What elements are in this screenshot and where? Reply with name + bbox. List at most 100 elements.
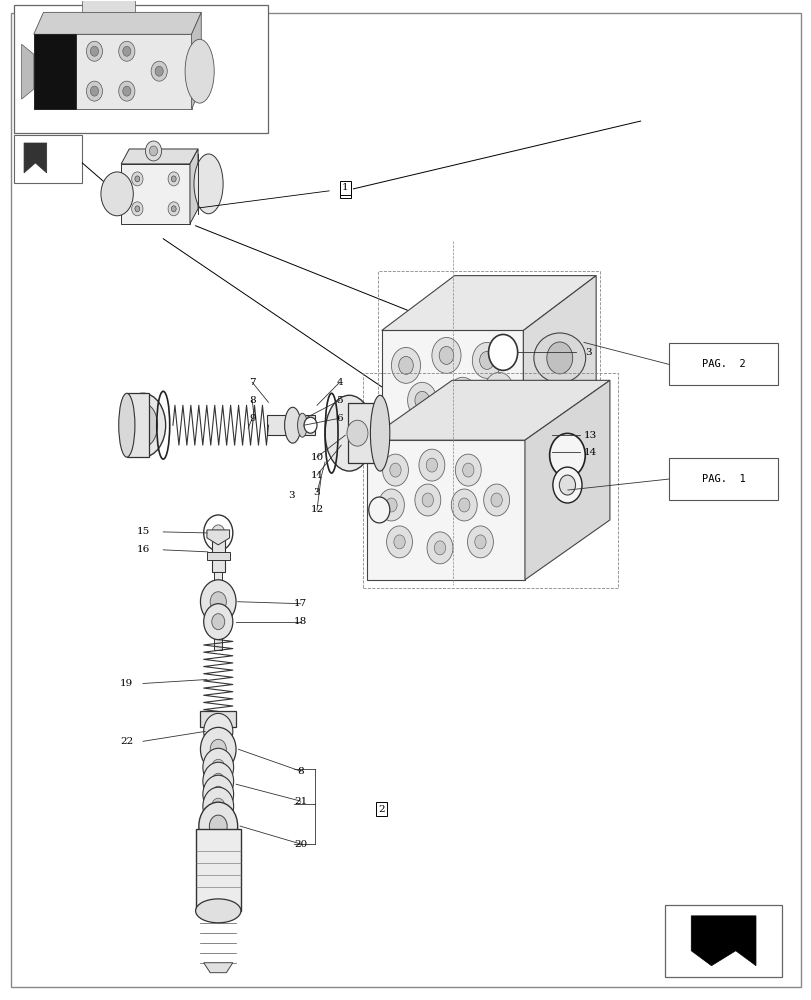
Text: PAG.  2: PAG. 2 — [701, 359, 744, 369]
Circle shape — [488, 334, 517, 370]
Text: 15: 15 — [136, 527, 149, 536]
Text: 11: 11 — [310, 471, 324, 480]
Polygon shape — [367, 440, 524, 580]
Circle shape — [210, 592, 226, 612]
Bar — [207, 552, 230, 560]
Circle shape — [135, 206, 139, 212]
Circle shape — [546, 342, 572, 374]
Circle shape — [204, 713, 233, 749]
Circle shape — [455, 386, 470, 404]
Text: 3: 3 — [287, 491, 294, 500]
Bar — [668, 458, 777, 500]
Polygon shape — [34, 34, 75, 109]
Circle shape — [203, 787, 234, 825]
Circle shape — [451, 489, 477, 521]
Circle shape — [118, 41, 135, 61]
Bar — [214, 572, 222, 650]
Circle shape — [455, 454, 481, 486]
Circle shape — [462, 463, 474, 477]
Circle shape — [145, 141, 161, 161]
Text: 8: 8 — [249, 396, 255, 405]
Circle shape — [212, 614, 225, 630]
Circle shape — [212, 759, 225, 775]
Circle shape — [382, 454, 408, 486]
Text: 10: 10 — [310, 453, 324, 462]
Ellipse shape — [533, 333, 585, 383]
Circle shape — [393, 535, 405, 549]
Text: 20: 20 — [294, 840, 307, 849]
Circle shape — [398, 356, 413, 374]
Circle shape — [86, 81, 102, 101]
Text: 1: 1 — [341, 183, 348, 192]
Circle shape — [135, 176, 139, 182]
Circle shape — [389, 463, 401, 477]
Circle shape — [199, 802, 238, 850]
Circle shape — [171, 206, 176, 212]
Ellipse shape — [285, 407, 300, 443]
Circle shape — [200, 727, 236, 771]
Bar — [363, 373, 617, 588]
Circle shape — [131, 172, 143, 186]
Circle shape — [90, 86, 98, 96]
Circle shape — [549, 433, 585, 477]
Circle shape — [448, 377, 477, 413]
Ellipse shape — [195, 899, 241, 923]
Text: 7: 7 — [249, 378, 255, 387]
Ellipse shape — [324, 395, 373, 471]
Bar — [200, 711, 236, 727]
Text: 22: 22 — [120, 737, 133, 746]
Circle shape — [209, 815, 227, 837]
Circle shape — [168, 202, 179, 216]
Polygon shape — [381, 330, 523, 440]
Ellipse shape — [120, 393, 165, 457]
Circle shape — [151, 61, 167, 81]
Circle shape — [458, 498, 470, 512]
Polygon shape — [381, 276, 595, 330]
Bar — [14, 5, 268, 133]
Ellipse shape — [118, 393, 135, 457]
Circle shape — [378, 489, 404, 521]
Bar — [82, 0, 135, 12]
Polygon shape — [121, 164, 190, 224]
Text: 14: 14 — [583, 448, 596, 457]
Circle shape — [479, 351, 494, 369]
Circle shape — [427, 532, 453, 564]
Circle shape — [118, 81, 135, 101]
Text: 6: 6 — [336, 414, 342, 423]
Circle shape — [434, 541, 445, 555]
Circle shape — [472, 342, 501, 378]
Polygon shape — [207, 530, 230, 545]
Text: 4: 4 — [336, 378, 342, 387]
Circle shape — [212, 773, 225, 789]
Circle shape — [204, 604, 233, 640]
Bar — [347, 403, 380, 463]
Bar — [127, 393, 149, 457]
Text: PAG.  1: PAG. 1 — [701, 474, 744, 484]
Text: 2: 2 — [378, 805, 384, 814]
Circle shape — [212, 798, 225, 814]
Text: 1: 1 — [341, 186, 348, 195]
Circle shape — [203, 762, 234, 800]
Ellipse shape — [101, 172, 133, 216]
Polygon shape — [121, 149, 198, 164]
Polygon shape — [523, 276, 595, 440]
Circle shape — [210, 739, 226, 759]
Text: 19: 19 — [120, 679, 133, 688]
Circle shape — [131, 202, 143, 216]
Ellipse shape — [128, 403, 157, 447]
Polygon shape — [690, 916, 755, 966]
Circle shape — [303, 417, 316, 433]
Bar — [14, 135, 82, 183]
Circle shape — [431, 337, 461, 373]
Circle shape — [385, 498, 397, 512]
Circle shape — [122, 46, 131, 56]
Circle shape — [86, 41, 102, 61]
Polygon shape — [190, 149, 198, 224]
Ellipse shape — [370, 395, 389, 471]
Ellipse shape — [185, 39, 214, 103]
Circle shape — [391, 347, 420, 383]
Text: 3: 3 — [313, 488, 320, 497]
Polygon shape — [34, 12, 201, 34]
Ellipse shape — [194, 154, 223, 214]
Circle shape — [149, 146, 157, 156]
